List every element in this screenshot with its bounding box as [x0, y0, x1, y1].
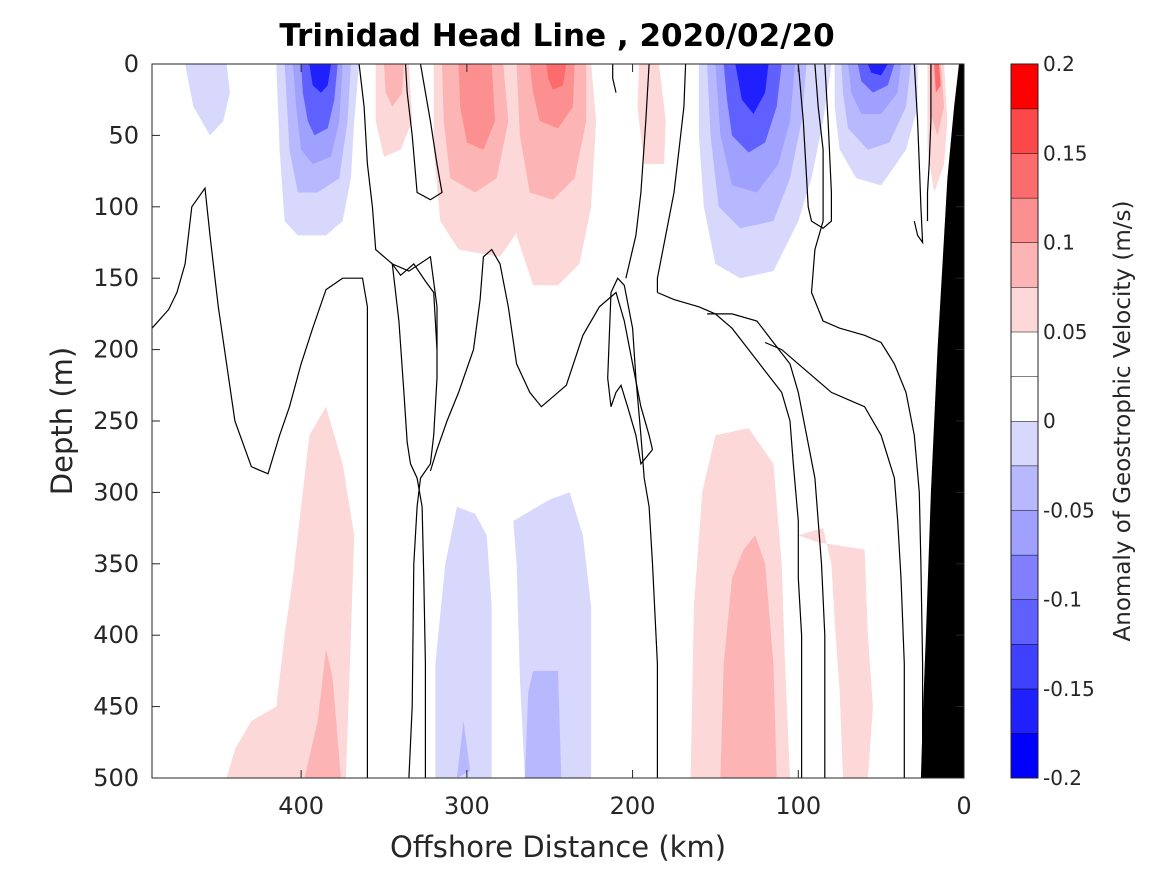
- colorbar-swatch-8: [1011, 376, 1038, 421]
- y-axis-label: Depth (m): [45, 347, 79, 495]
- y-tick-label: 100: [93, 193, 139, 221]
- colorbar-swatch-1: [1011, 688, 1038, 734]
- y-tick-label: 450: [93, 693, 139, 721]
- x-tick-label: 400: [278, 792, 324, 820]
- zero-contour-line-3: [391, 261, 438, 778]
- x-tick-label: 300: [444, 792, 490, 820]
- y-tick-label: 350: [93, 550, 139, 578]
- colorbar-tick-label: -0.05: [1043, 498, 1095, 522]
- colorbar-tick-label: -0.2: [1043, 766, 1082, 790]
- plot-area: [151, 63, 965, 779]
- zero-contour-line-0: [151, 186, 368, 778]
- colorbar-tick-label: 0.1: [1043, 231, 1075, 255]
- colorbar-swatch-4: [1011, 554, 1038, 600]
- colorbar-swatch-11: [1011, 242, 1038, 288]
- colorbar-swatch-9: [1011, 331, 1038, 377]
- zero-contour-line-16: [926, 64, 932, 222]
- zero-contour-line-7: [625, 63, 650, 279]
- zero-contour-line-11: [764, 341, 905, 778]
- contour-fills: [185, 64, 948, 778]
- negative-anomaly-region-4: [301, 64, 338, 136]
- positive-anomaly-region-20: [375, 64, 413, 157]
- negative-anomaly-region-19: [524, 670, 562, 778]
- colorbar-swatch-5: [1011, 510, 1038, 555]
- colorbar-swatch-12: [1011, 197, 1038, 243]
- colorbar-tick-label: -0.1: [1043, 588, 1082, 612]
- y-tick-label: 150: [93, 264, 139, 292]
- colorbar-tick-label: -0.15: [1043, 677, 1095, 701]
- colorbar: 0.2 0.15 0.1 0.05 0 -0.05 -0.1 -0.15 -0.2: [1010, 52, 1095, 790]
- negative-anomaly-region-16: [435, 506, 492, 778]
- zero-contour-line-2: [404, 63, 443, 201]
- zero-contour-line-10: [656, 63, 687, 293]
- y-tick-label: 0: [124, 50, 139, 78]
- y-tick-label: 400: [93, 621, 139, 649]
- y-axis: 0 50 100 150 200 250 300 350 400 450 500: [93, 50, 964, 792]
- zero-contour-line-8: [657, 291, 803, 778]
- colorbar-swatch-6: [1011, 465, 1038, 511]
- colorbar-label: Anomaly of Geostrophic Velocity (m/s): [1110, 201, 1136, 642]
- colorbar-tick-label: 0: [1043, 409, 1056, 433]
- zero-contour-line-15: [913, 63, 924, 245]
- negative-anomaly-region-17: [456, 720, 471, 778]
- colorbar-swatch-2: [1011, 644, 1038, 689]
- zero-contour-line-9: [707, 313, 826, 778]
- colorbar-swatch-14: [1011, 108, 1038, 154]
- chart-title: Trinidad Head Line , 2020/02/20: [279, 18, 834, 54]
- zero-contour-line-12: [810, 220, 924, 778]
- x-tick-label: 100: [775, 792, 821, 820]
- zero-contour-line-4: [607, 277, 659, 778]
- x-axis-label: Offshore Distance (km): [390, 830, 726, 864]
- colorbar-swatch-15: [1011, 64, 1038, 109]
- colorbar-tick-label: 0.15: [1043, 141, 1088, 165]
- positive-anomaly-region-32: [934, 64, 941, 93]
- positive-anomaly-region-37: [798, 528, 873, 778]
- colorbar-tick-label: 0.05: [1043, 320, 1088, 344]
- seafloor-shape: [920, 64, 964, 778]
- positive-anomaly-region-31: [930, 64, 945, 136]
- x-tick-label: 200: [610, 792, 656, 820]
- negative-anomaly-region-5: [309, 64, 331, 93]
- negative-anomaly-region-0: [185, 64, 230, 136]
- negative-anomaly-region-14: [857, 64, 895, 93]
- y-tick-label: 500: [93, 764, 139, 792]
- colorbar-swatch-7: [1011, 421, 1038, 466]
- positive-anomaly-region-34: [304, 649, 341, 778]
- y-tick-label: 200: [93, 336, 139, 364]
- y-tick-label: 300: [93, 478, 139, 506]
- x-axis: 400 300 200 100 0: [278, 64, 972, 820]
- positive-anomaly-region-28: [546, 64, 567, 90]
- colorbar-swatch-0: [1011, 733, 1038, 778]
- positive-anomaly-region-24: [458, 64, 495, 150]
- positive-anomaly-region-36: [720, 535, 777, 778]
- colorbar-swatch-10: [1011, 287, 1038, 332]
- x-tick-label: 0: [956, 792, 971, 820]
- zero-contour-line-5: [429, 248, 654, 472]
- colorbar-frame: [1010, 63, 1039, 779]
- zero-contour-line-1: [358, 63, 438, 779]
- negative-anomaly-region-15: [867, 64, 888, 76]
- bathymetry: [920, 64, 964, 778]
- colorbar-tick-label: 0.2: [1043, 52, 1075, 76]
- zero-contour-line-14: [797, 63, 833, 229]
- colorbar-swatch-3: [1011, 599, 1038, 645]
- zero-contours: [151, 63, 932, 779]
- y-tick-label: 50: [108, 121, 139, 149]
- zero-contour-line-13: [814, 63, 824, 222]
- negative-anomaly-region-10: [735, 64, 769, 114]
- zero-contour-line-6: [612, 64, 617, 93]
- colorbar-swatch-13: [1011, 153, 1038, 198]
- y-tick-label: 250: [93, 407, 139, 435]
- positive-anomaly-region-21: [384, 64, 404, 107]
